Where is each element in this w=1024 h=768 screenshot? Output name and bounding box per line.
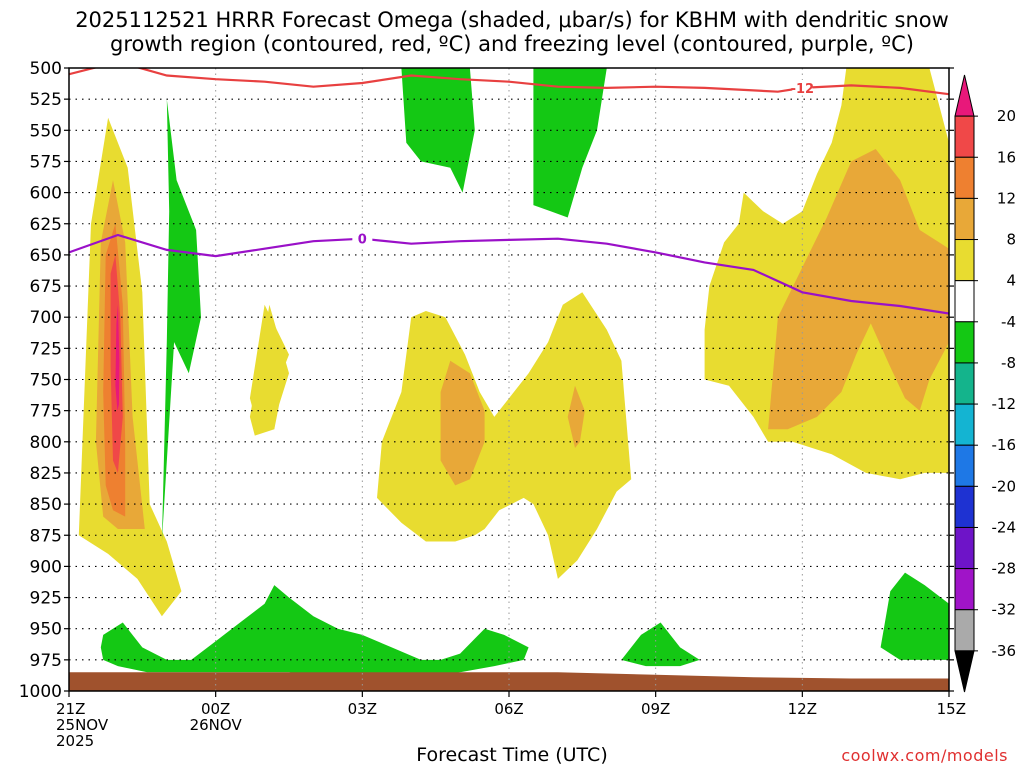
omega-region-neg4-16 xyxy=(621,622,700,667)
y-tick-label-550: 550 xyxy=(30,121,62,141)
omega-region-20-4 xyxy=(115,304,120,411)
y-tick-label-625: 625 xyxy=(30,215,62,235)
y-tick-label-750: 750 xyxy=(30,371,62,391)
colorbar-box-3 xyxy=(954,197,975,241)
x-tick-label-15-0: 12Z xyxy=(788,700,817,718)
x-tick-label-0-1: 25NOV xyxy=(56,716,109,734)
colorbar-box-5 xyxy=(954,280,975,323)
colorbar-label-12: -32 xyxy=(992,601,1017,619)
y-tick-label-650: 650 xyxy=(30,246,62,266)
colorbar-box-7 xyxy=(954,362,975,405)
colorbar-label-8: -16 xyxy=(992,436,1017,454)
x-tick-label-18-0: 15Z xyxy=(937,700,966,718)
colorbar-label-6: -8 xyxy=(1001,354,1016,372)
y-tick-label-950: 950 xyxy=(30,620,62,640)
colorbar-arrow-top xyxy=(954,74,975,117)
x-tick-label-0-2: 2025 xyxy=(56,732,94,750)
y-tick-label-850: 850 xyxy=(30,495,62,515)
colorbar-label-4: 4 xyxy=(1006,272,1016,290)
y-tick-label-925: 925 xyxy=(30,589,62,609)
dgz-contour-line-label: -12 xyxy=(791,82,815,97)
colorbar-box-12 xyxy=(954,568,975,611)
y-tick-label-725: 725 xyxy=(30,339,62,359)
omega-region-8-8 xyxy=(567,385,585,448)
x-axis-label: Forecast Time (UTC) xyxy=(416,744,608,766)
chart-title-line-2: growth region (contoured, red, ºC) and f… xyxy=(110,32,914,56)
freezing-level-contour-line-label: 0 xyxy=(358,233,367,248)
y-tick-label-600: 600 xyxy=(30,184,62,204)
source-credit: coolwx.com/models xyxy=(841,746,1008,765)
colorbar-label-2: 12 xyxy=(997,189,1016,207)
colorbar-label-7: -12 xyxy=(992,395,1017,413)
omega-region-neg4-12 xyxy=(161,99,201,542)
colorbar-box-8 xyxy=(954,403,975,446)
ground-surface xyxy=(69,672,949,691)
omega-region-8-7 xyxy=(440,360,485,486)
colorbar-box-9 xyxy=(954,444,975,487)
colorbar-label-11: -28 xyxy=(992,560,1017,578)
x-tick-label-6-0: 03Z xyxy=(348,700,377,718)
y-tick-label-575: 575 xyxy=(30,152,62,172)
y-tick-label-825: 825 xyxy=(30,464,62,484)
y-tick-label-775: 775 xyxy=(30,402,62,422)
omega-region-neg4-15 xyxy=(100,585,529,679)
y-tick-label-900: 900 xyxy=(30,557,62,577)
x-tick-label-12-0: 09Z xyxy=(641,700,670,718)
colorbar-label-1: 16 xyxy=(997,148,1016,166)
omega-region-4-6 xyxy=(377,292,632,579)
freezing-level-contour-line xyxy=(69,233,949,315)
omega-region-8-10 xyxy=(768,149,949,430)
omega-region-4-11 xyxy=(249,304,289,430)
y-tick-label-1000: 1000 xyxy=(19,682,62,702)
omega-region-neg4-13 xyxy=(401,68,475,193)
colorbar-label-5: -4 xyxy=(1001,313,1016,331)
colorbar-label-0: 20 xyxy=(997,107,1016,125)
y-tick-label-500: 500 xyxy=(30,59,62,79)
colorbar-box-10 xyxy=(954,485,975,528)
y-tick-label-800: 800 xyxy=(30,433,62,453)
colorbar-label-3: 8 xyxy=(1006,231,1016,249)
omega-region-neg4-17 xyxy=(880,572,949,660)
colorbar-label-10: -24 xyxy=(992,518,1017,536)
colorbar-label-9: -20 xyxy=(992,477,1017,495)
colorbar-box-2 xyxy=(954,156,975,199)
colorbar-box-6 xyxy=(954,321,975,364)
chart-title-line-1: 2025112521 HRRR Forecast Omega (shaded, … xyxy=(75,8,949,32)
y-tick-label-700: 700 xyxy=(30,308,62,328)
freezing-level-contour-line-label-bg xyxy=(352,230,373,246)
colorbar-box-4 xyxy=(954,239,975,282)
y-tick-label-975: 975 xyxy=(30,651,62,671)
colorbar-arrow-bottom xyxy=(954,650,975,693)
x-tick-label-3-1: 26NOV xyxy=(190,716,243,734)
x-tick-label-0-0: 21Z xyxy=(56,700,85,718)
x-tick-label-3-0: 00Z xyxy=(201,700,230,718)
x-tick-label-9-0: 06Z xyxy=(494,700,523,718)
dgz-contour-line xyxy=(69,68,949,96)
y-tick-label-525: 525 xyxy=(30,90,62,110)
colorbar-label-13: -36 xyxy=(992,642,1017,660)
colorbar-box-13 xyxy=(954,609,975,652)
y-tick-label-875: 875 xyxy=(30,526,62,546)
dgz-contour-line-label-bg xyxy=(792,79,813,95)
y-tick-label-675: 675 xyxy=(30,277,62,297)
colorbar-box-11 xyxy=(954,526,975,570)
colorbar-box-1 xyxy=(954,115,975,158)
omega-region-neg4-14 xyxy=(533,68,607,218)
